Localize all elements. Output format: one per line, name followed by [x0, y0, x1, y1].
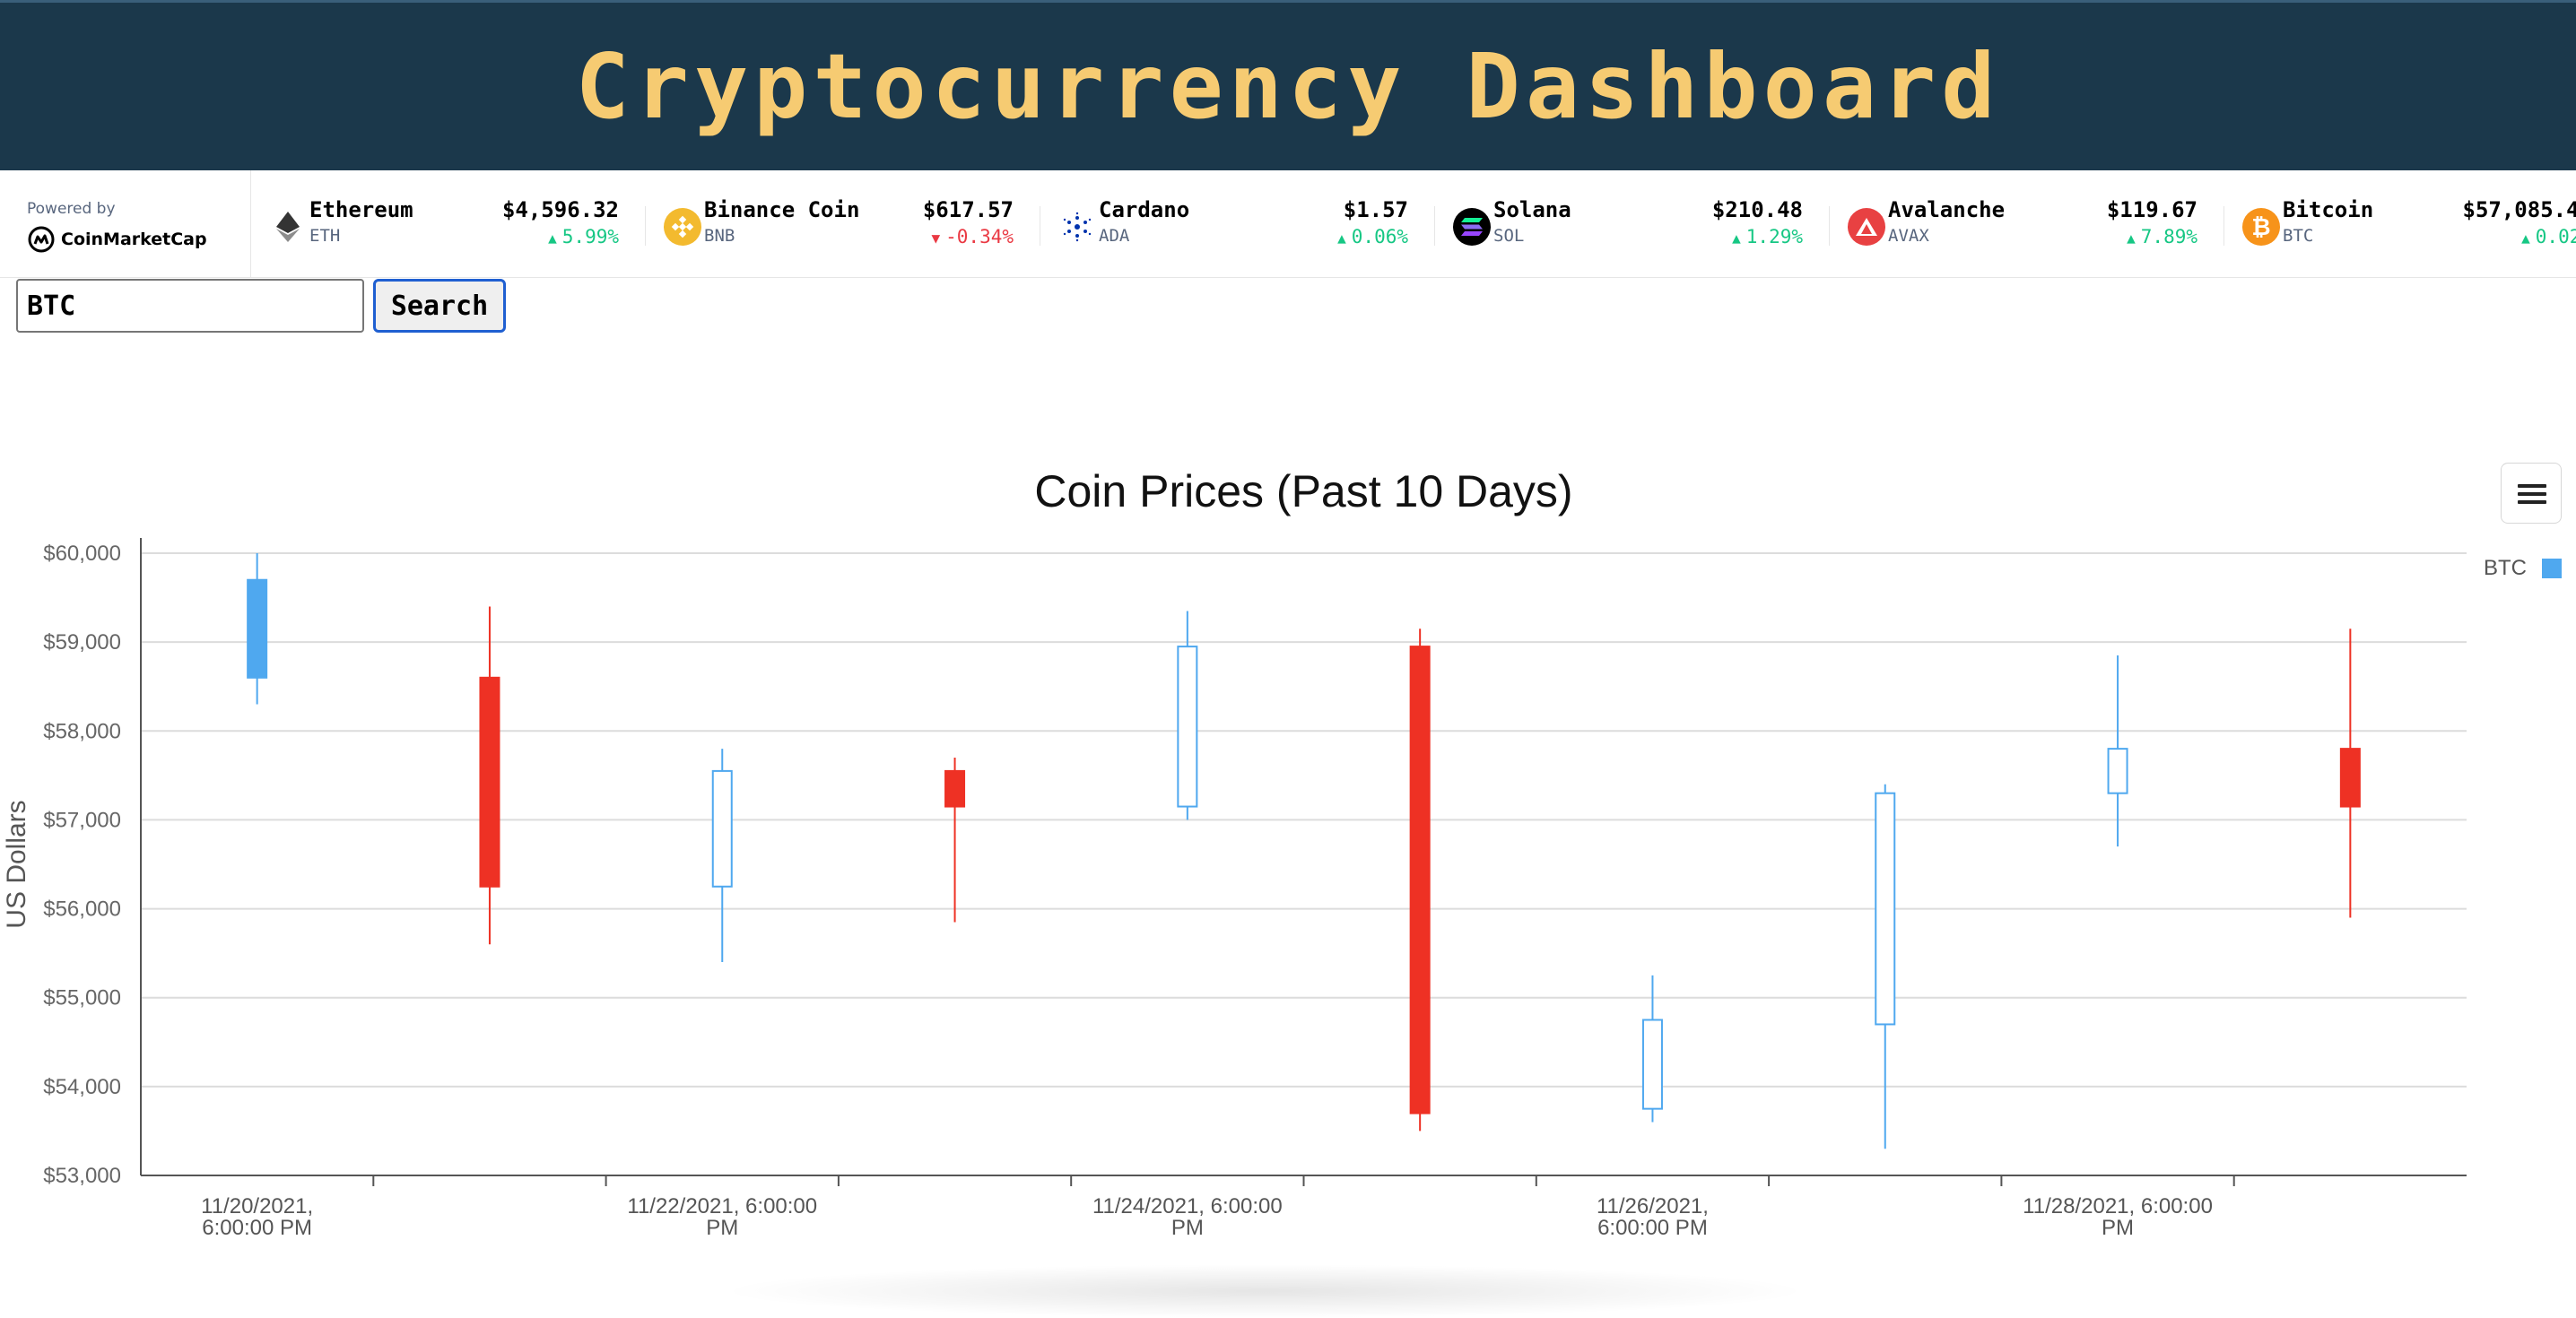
candle-body [713, 771, 732, 887]
search-button[interactable]: Search [373, 279, 506, 333]
y-tick-label: $60,000 [43, 542, 121, 566]
coin-change: ▲ 0.02% [2521, 226, 2576, 247]
coin-change-value: 7.89% [2141, 226, 2197, 247]
candle-body [1411, 646, 1430, 1114]
header-banner: Cryptocurrency Dashboard [0, 0, 2576, 170]
coin-name: Binance Coin [704, 197, 859, 222]
ticker-coin-btc[interactable]: ₿Bitcoin BTC $57,085.48 ▲ 0.02% [2224, 170, 2576, 278]
coin-price: $119.67 [2107, 197, 2197, 222]
x-tick-label: 11/28/2021, 6:00:00 [2023, 1194, 2213, 1218]
powered-by-label: Powered by [27, 200, 116, 218]
solana-icon [1453, 208, 1491, 246]
price-ticker: Powered by CoinMarketCap Ethereum ETH $4,5… [0, 170, 2576, 278]
y-tick-label: $54,000 [43, 1075, 121, 1099]
x-tick-label: 11/26/2021, [1597, 1194, 1709, 1218]
arrow-up-icon: ▲ [1337, 230, 1346, 247]
hamburger-line [2518, 492, 2546, 496]
x-tick-label: 11/24/2021, 6:00:00 [1092, 1194, 1283, 1218]
x-tick-label: PM [706, 1216, 738, 1240]
coin-change-value: 0.06% [1352, 226, 1408, 247]
hamburger-menu-icon [2518, 484, 2546, 488]
coin-change: ▲ 5.99% [548, 226, 619, 247]
ticker-coin-sol[interactable]: Solana SOL $210.48 ▲ 1.29% [1435, 170, 1830, 278]
candle-body [2341, 749, 2360, 806]
arrow-up-icon: ▲ [1732, 230, 1741, 247]
coin-symbol: ADA [1099, 226, 1129, 246]
coin-change-value: 5.99% [562, 226, 619, 247]
coin-price: $1.57 [1344, 197, 1408, 222]
candle-body [480, 678, 499, 887]
search-input[interactable] [16, 279, 364, 333]
coin-change-value: 0.02% [2536, 226, 2576, 247]
coin-price: $4,596.32 [502, 197, 619, 222]
y-axis-label: US Dollars [2, 800, 31, 928]
coin-name: Ethereum [309, 197, 413, 222]
ticker-coin-ada[interactable]: Cardano ADA $1.57 ▲ 0.06% [1040, 170, 1435, 278]
y-tick-label: $58,000 [43, 719, 121, 743]
x-tick-label: 11/22/2021, 6:00:00 [627, 1194, 817, 1218]
legend-label: BTC [2484, 556, 2527, 580]
hamburger-line [2518, 500, 2546, 504]
ticker-coin-bnb[interactable]: Binance Coin BNB $617.57 ▼-0.34% [646, 170, 1040, 278]
x-tick-label: 6:00:00 PM [202, 1216, 312, 1240]
coin-symbol: ETH [309, 226, 340, 246]
arrow-up-icon: ▲ [548, 230, 557, 247]
coin-price: $210.48 [1712, 197, 1803, 222]
chart-menu-button[interactable] [2501, 463, 2562, 524]
x-tick-label: PM [2102, 1216, 2134, 1240]
arrow-up-icon: ▲ [2127, 230, 2136, 247]
ethereum-icon [269, 208, 307, 246]
bottom-shadow [718, 1264, 1812, 1318]
coin-change-value: 1.29% [1746, 226, 1803, 247]
coin-symbol: BNB [704, 226, 735, 246]
arrow-down-icon: ▼ [932, 230, 941, 247]
candle-body [1643, 1020, 1662, 1109]
x-tick-label: 11/20/2021, [201, 1194, 313, 1218]
coin-name: Avalanche [1888, 197, 2005, 222]
coin-change: ▼-0.34% [932, 226, 1014, 247]
candle-body [1875, 793, 1894, 1025]
binance-coin-icon [664, 208, 701, 246]
ticker-coin-avax[interactable]: Avalanche AVAX $119.67 ▲ 7.89% [1830, 170, 2224, 278]
coin-change: ▲ 1.29% [1732, 226, 1803, 247]
coin-name: Cardano [1099, 197, 1189, 222]
coin-change: ▲ 0.06% [1337, 226, 1408, 247]
powered-by-widget[interactable]: Powered by CoinMarketCap [0, 170, 251, 278]
coin-symbol: SOL [1493, 226, 1524, 246]
candle-body [945, 771, 964, 807]
x-tick-label: PM [1171, 1216, 1204, 1240]
coinmarketcap-brand: CoinMarketCap [61, 230, 207, 249]
x-tick-label: 6:00:00 PM [1597, 1216, 1708, 1240]
arrow-up-icon: ▲ [2521, 230, 2530, 247]
y-tick-label: $56,000 [43, 897, 121, 922]
cardano-icon [1058, 208, 1096, 246]
page-title: Cryptocurrency Dashboard [576, 42, 2001, 132]
coin-name: Bitcoin [2283, 197, 2373, 222]
y-tick-label: $57,000 [43, 808, 121, 832]
y-tick-label: $53,000 [43, 1164, 121, 1188]
bitcoin-icon: ₿ [2242, 208, 2280, 246]
avalanche-icon [1848, 208, 1885, 246]
candle-body [2109, 749, 2128, 793]
coin-price: $617.57 [923, 197, 1014, 222]
coinmarketcap-logo[interactable]: CoinMarketCap [27, 225, 207, 254]
candle-body [1178, 646, 1197, 806]
y-tick-label: $55,000 [43, 986, 121, 1010]
candle-body [248, 580, 266, 678]
ticker-coin-eth[interactable]: Ethereum ETH $4,596.32 ▲ 5.99% [251, 170, 646, 278]
coin-symbol: AVAX [1888, 226, 1929, 246]
coinmarketcap-icon [27, 225, 56, 254]
coin-change-value: -0.34% [945, 226, 1014, 247]
coin-symbol: BTC [2283, 226, 2313, 246]
coin-change: ▲ 7.89% [2127, 226, 2197, 247]
chart-title: Coin Prices (Past 10 Days) [1034, 466, 1572, 516]
coin-price: $57,085.48 [2463, 197, 2576, 222]
candlestick-chart: Coin Prices (Past 10 Days) US Dollars $53,… [0, 430, 2576, 1291]
coin-name: Solana [1493, 197, 1571, 222]
y-tick-label: $59,000 [43, 630, 121, 655]
legend-swatch [2542, 559, 2562, 578]
